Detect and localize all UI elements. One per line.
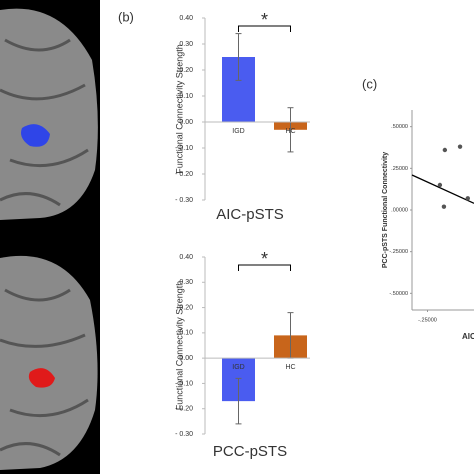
y-tick-label: -.25000	[389, 249, 408, 255]
category-label: IGD	[232, 128, 244, 135]
y-tick-label: 0.20	[179, 304, 193, 311]
y-tick-label: .00000	[391, 207, 408, 213]
panel-label: (c)	[362, 76, 377, 91]
x-tick-label: -.25000	[418, 317, 437, 323]
scatter-point	[441, 204, 447, 209]
scatter-point	[457, 144, 463, 149]
scatter-point	[465, 196, 470, 201]
fit-line	[411, 174, 474, 204]
annotation: *	[261, 10, 268, 30]
brain-folds	[0, 288, 89, 457]
y-tick-label: - 0.10	[175, 145, 193, 152]
x-axis-label: AIC	[462, 332, 474, 341]
annotation: *	[261, 249, 268, 269]
category-label: IGD	[232, 364, 244, 371]
y-tick-label: 0.00	[179, 119, 193, 126]
y-axis-label: PCC-pSTS Functional Connectivity	[382, 152, 389, 268]
y-tick-label: -.50000	[389, 291, 408, 297]
y-axis-label: Functional Connectivity Strength	[174, 281, 184, 411]
y-tick-label: 0.10	[179, 330, 193, 337]
y-tick-label: - 0.30	[175, 197, 193, 204]
y-tick-label: 0.40	[179, 254, 193, 261]
significance-bracket	[238, 25, 291, 32]
significance-bracket	[238, 264, 291, 271]
y-tick-label: 0.30	[179, 41, 193, 48]
y-tick-label: - 0.10	[175, 380, 193, 387]
y-tick-label: 0.30	[179, 279, 193, 286]
chart-title: AIC-pSTS	[216, 206, 284, 223]
y-axis-label: Functional Connectivity Strength	[174, 44, 184, 174]
blue-region	[21, 124, 50, 147]
brain-folds	[0, 38, 89, 207]
y-tick-label: 0.00	[179, 355, 193, 362]
scatter-point	[442, 147, 448, 153]
y-tick-label: - 0.20	[175, 171, 193, 178]
y-tick-label: - 0.30	[175, 431, 193, 438]
scatter-point	[437, 182, 443, 188]
y-tick-label: 0.20	[179, 67, 193, 74]
y-tick-label: - 0.20	[175, 406, 193, 413]
chart-title: PCC-pSTS	[213, 443, 287, 460]
category-label: HC	[285, 364, 295, 371]
y-tick-label: 0.40	[179, 15, 193, 22]
y-tick-label: 0.10	[179, 93, 193, 100]
panel-label: (b)	[118, 9, 134, 24]
category-label: HC	[285, 128, 295, 135]
y-tick-label: .50000	[391, 124, 408, 130]
brain-bottom	[0, 255, 98, 470]
brain-top	[0, 8, 98, 221]
red-region	[28, 368, 55, 388]
y-tick-label: .25000	[391, 166, 408, 172]
